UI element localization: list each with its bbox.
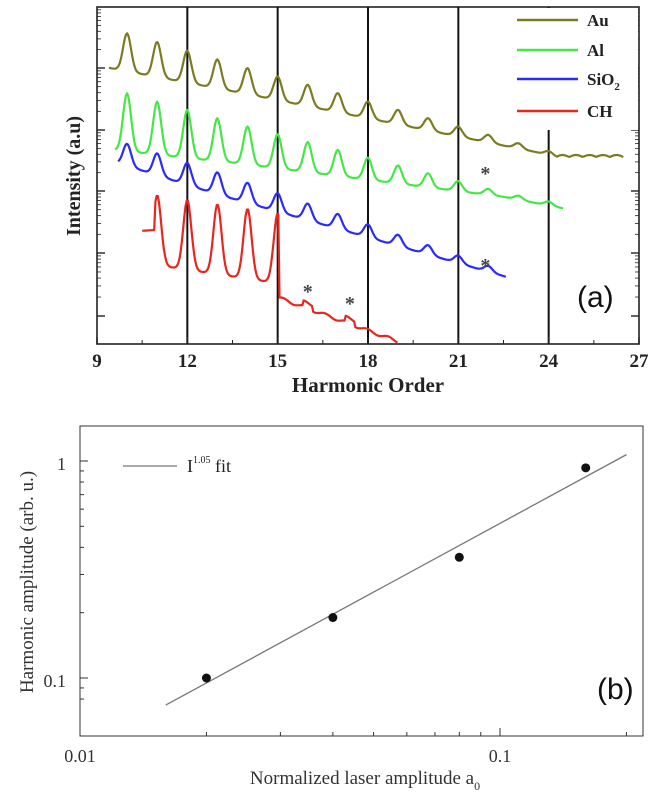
x-tick-label-18: 18 bbox=[359, 351, 378, 372]
x-tick-label-27: 27 bbox=[630, 351, 650, 372]
x-tick-label-24: 24 bbox=[539, 351, 559, 372]
legend-label-au: Au bbox=[587, 11, 609, 30]
legend-label-fit: I1.05 fit bbox=[187, 455, 231, 476]
legend-b: I1.05 fit bbox=[123, 455, 231, 476]
y-axis-label-b: Harmonic amplitude (arb. u.) bbox=[17, 471, 38, 693]
x-tick-label-15: 15 bbox=[268, 351, 287, 372]
legend-label-al: Al bbox=[587, 41, 604, 60]
legend-label-ch: CH bbox=[587, 102, 613, 121]
chart-a: 9 12 15 18 21 24 27 * * * * Au Al SiO2 CH (a) Har… bbox=[63, 6, 649, 397]
annotation-star: * bbox=[303, 281, 313, 303]
annotation-star: * bbox=[345, 293, 355, 315]
annotation-group-a: * * * * bbox=[303, 163, 491, 315]
fit-line bbox=[165, 454, 627, 706]
series-line-au bbox=[108, 32, 624, 159]
reference-lines bbox=[186, 7, 550, 344]
data-point bbox=[201, 673, 211, 683]
chart-b: 1 0.1 0.01 0.1 I1.05 fit (b) Normalized … bbox=[17, 425, 644, 793]
legend-a: Au Al SiO2 CH bbox=[510, 8, 638, 130]
x-tick-label-9: 9 bbox=[92, 351, 102, 372]
x-tick-label-12: 12 bbox=[178, 351, 197, 372]
data-point bbox=[581, 463, 591, 473]
panel-label-a: (a) bbox=[577, 281, 614, 314]
x-axis-label-a: Harmonic Order bbox=[292, 373, 444, 397]
x-ticks-a: 9 12 15 18 21 24 27 bbox=[92, 337, 649, 372]
series-line-sio2 bbox=[117, 142, 507, 278]
x-tick-label-21: 21 bbox=[449, 351, 468, 372]
data-point bbox=[454, 552, 464, 562]
plot-frame-b bbox=[79, 425, 644, 737]
y-axis-label-a: Intensity (a.u) bbox=[63, 116, 85, 236]
data-point bbox=[328, 613, 338, 623]
fit-line-group bbox=[165, 454, 627, 706]
series-group-a bbox=[108, 32, 624, 344]
x-tick-label-0.1: 0.1 bbox=[489, 746, 512, 766]
y-tick-label-1: 1 bbox=[57, 454, 66, 474]
x-axis-label-b: Normalized laser amplitude a0 bbox=[250, 768, 480, 793]
series-line-al bbox=[114, 92, 564, 210]
legend-label-sio2: SiO2 bbox=[587, 70, 620, 93]
points-group bbox=[201, 463, 591, 683]
annotation-star: * bbox=[480, 255, 490, 277]
ticks-b bbox=[79, 460, 627, 736]
annotation-star: * bbox=[480, 163, 490, 185]
panel-label-b: (b) bbox=[597, 673, 634, 706]
x-tick-label-0.01: 0.01 bbox=[64, 746, 96, 766]
y-tick-label-0.1: 0.1 bbox=[44, 671, 67, 691]
series-line-ch bbox=[142, 194, 399, 344]
